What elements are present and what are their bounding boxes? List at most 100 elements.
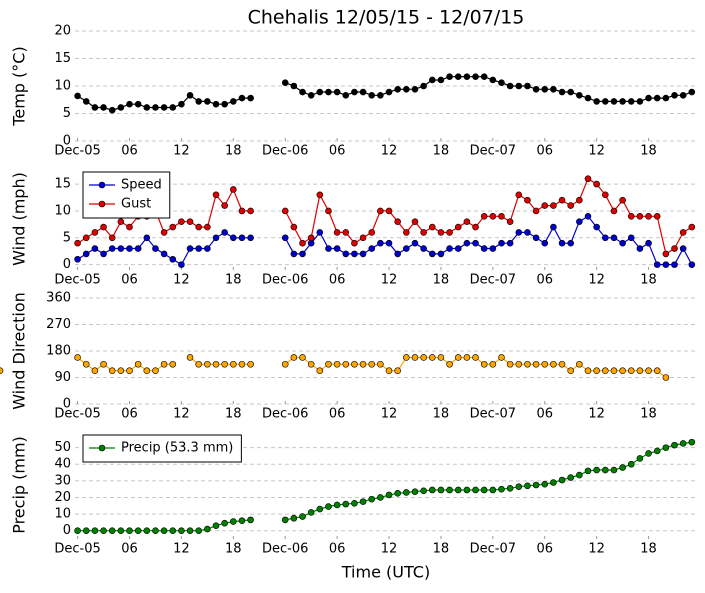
- data-point: [515, 82, 523, 90]
- data-point: [524, 482, 531, 490]
- data-point: [230, 98, 237, 105]
- data-point: [333, 501, 341, 509]
- data-point: [593, 466, 600, 474]
- data-point: [679, 92, 687, 99]
- data-point: [472, 239, 479, 247]
- y-tick-label: 15: [54, 177, 71, 192]
- x-tick-label: 18: [433, 273, 450, 288]
- data-point: [550, 86, 557, 93]
- data-point: [498, 239, 505, 247]
- data-point: [420, 354, 427, 361]
- data-point: [368, 92, 376, 99]
- data-point: [403, 229, 410, 236]
- data-point: [480, 486, 488, 494]
- data-point: [645, 239, 652, 247]
- x-tick-label: Dec-06: [262, 273, 308, 288]
- data-point: [212, 100, 220, 108]
- x-tick-label: Dec-05: [54, 407, 100, 422]
- data-point: [550, 202, 557, 209]
- data-point: [100, 360, 107, 368]
- x-tick-label: Dec-07: [470, 144, 516, 159]
- data-point: [428, 223, 436, 231]
- data-point: [160, 229, 168, 236]
- x-tick-label: Dec-05: [54, 542, 100, 557]
- data-point: [342, 250, 350, 258]
- data-point: [195, 527, 203, 534]
- data-point: [679, 440, 687, 447]
- data-point: [117, 527, 125, 534]
- data-point: [602, 367, 609, 375]
- data-point: [454, 245, 462, 252]
- data-point: [108, 106, 116, 114]
- data-point: [532, 234, 540, 242]
- data-point: [126, 527, 133, 534]
- x-tick-label: 12: [588, 144, 605, 159]
- data-point: [446, 73, 453, 80]
- data-point: [221, 519, 228, 527]
- data-point: [550, 223, 557, 231]
- data-point: [299, 250, 306, 258]
- data-point: [411, 218, 419, 225]
- data-point: [498, 79, 505, 86]
- data-point: [342, 360, 350, 368]
- data-point: [368, 229, 376, 236]
- data-point: [385, 88, 393, 96]
- data-point: [316, 505, 324, 513]
- data-point: [307, 360, 315, 368]
- data-point: [299, 239, 306, 247]
- data-point: [454, 354, 462, 361]
- data-point: [333, 360, 341, 368]
- data-point: [377, 239, 384, 247]
- y-tick-label: 20: [54, 24, 71, 39]
- data-point: [653, 261, 661, 268]
- data-point: [186, 218, 194, 225]
- data-point: [281, 516, 289, 524]
- data-point: [221, 360, 228, 368]
- data-point: [411, 354, 419, 361]
- x-tick-label: Dec-05: [54, 273, 100, 288]
- data-point: [463, 218, 471, 225]
- data-point: [299, 513, 306, 520]
- x-tick-label: 06: [536, 144, 553, 159]
- data-point: [230, 186, 237, 193]
- data-point: [489, 76, 497, 84]
- y-tick-label: 10: [54, 79, 71, 94]
- data-point: [359, 250, 367, 258]
- data-point: [394, 86, 401, 93]
- data-point: [195, 245, 203, 252]
- data-point: [290, 250, 298, 258]
- data-point: [411, 488, 419, 495]
- x-tick-label: 06: [329, 273, 346, 288]
- data-point: [82, 98, 90, 105]
- data-point: [662, 261, 670, 268]
- data-point: [437, 76, 445, 84]
- y-tick-label: 0: [63, 397, 71, 412]
- data-point: [524, 196, 531, 204]
- data-point: [636, 367, 644, 375]
- data-point: [204, 98, 211, 105]
- data-point: [91, 245, 99, 252]
- data-point: [117, 104, 125, 111]
- data-point: [636, 245, 644, 252]
- data-point: [489, 245, 497, 252]
- data-point: [437, 250, 445, 258]
- series-line: [77, 76, 693, 111]
- x-tick-label: 06: [121, 144, 138, 159]
- legend-label: Gust: [121, 197, 151, 212]
- x-tick-label: 12: [173, 542, 190, 557]
- data-point: [688, 261, 696, 268]
- data-point: [238, 207, 246, 215]
- y-tick-label: 90: [54, 370, 71, 385]
- data-point: [645, 450, 652, 457]
- y-tick-label: 270: [46, 317, 71, 332]
- data-point: [359, 360, 367, 368]
- data-point: [82, 234, 90, 242]
- data-point: [385, 207, 393, 215]
- data-point: [178, 527, 185, 534]
- data-point: [195, 360, 203, 368]
- data-point: [281, 360, 289, 368]
- data-point: [74, 354, 81, 361]
- x-tick-label: 12: [381, 144, 398, 159]
- data-point: [377, 92, 384, 99]
